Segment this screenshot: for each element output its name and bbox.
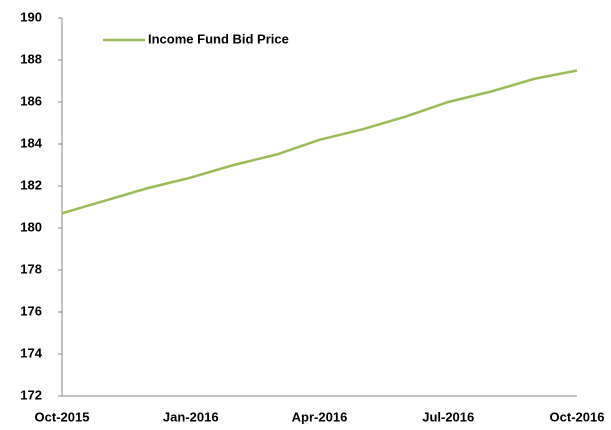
y-tick-label: 190 (20, 9, 42, 24)
y-tick-label: 186 (20, 93, 42, 108)
y-tick-label: 178 (20, 261, 42, 276)
y-tick-label: 176 (20, 303, 42, 318)
y-tick-label: 172 (20, 387, 42, 402)
line (61, 69, 578, 215)
y-tick-label: 184 (20, 135, 42, 150)
x-tick-label: Oct-2015 (35, 409, 90, 424)
y-tick-label: 182 (20, 177, 42, 192)
x-tick-label: Jul-2016 (422, 409, 474, 424)
x-tick-label: Oct-2016 (550, 409, 605, 424)
legend-label: Income Fund Bid Price (148, 31, 289, 46)
x-tick-label: Jan-2016 (163, 409, 219, 424)
y-tick-label: 188 (20, 51, 42, 66)
y-tick-label: 180 (20, 219, 42, 234)
x-tick-label: Apr-2016 (292, 409, 348, 424)
y-tick-label: 174 (20, 345, 42, 360)
